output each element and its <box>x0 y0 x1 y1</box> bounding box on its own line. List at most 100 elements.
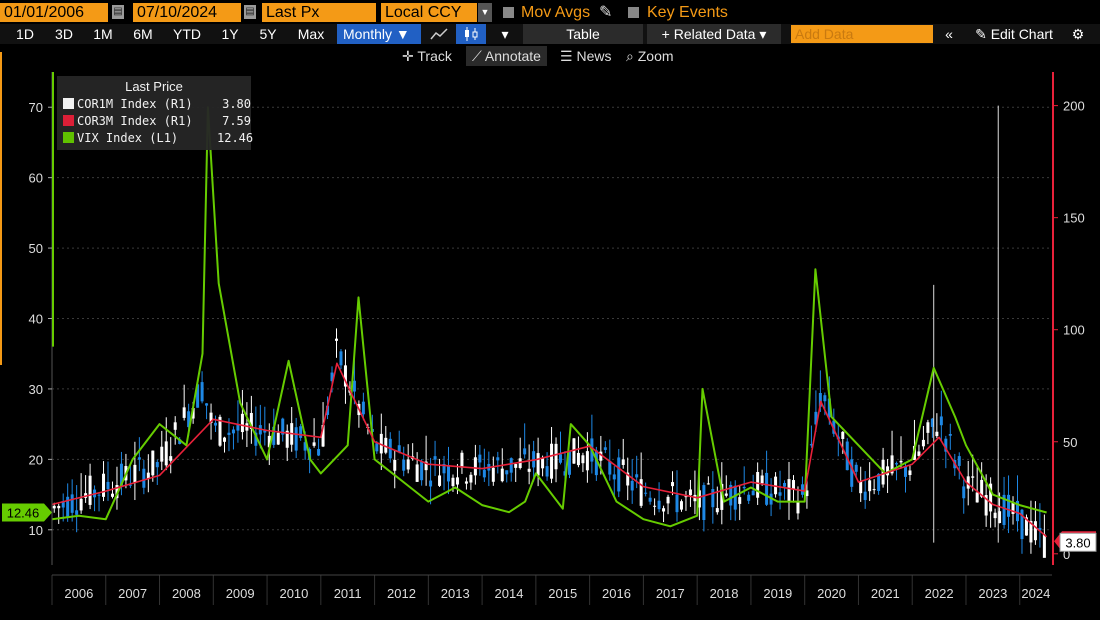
frequency-select[interactable]: Monthly ▼ <box>337 24 421 44</box>
start-date-field[interactable]: 01/01/2006 <box>0 3 108 22</box>
period-1m[interactable]: 1M <box>93 26 113 42</box>
candle-body <box>514 464 518 468</box>
candle-body <box>899 460 903 463</box>
candle-body <box>998 511 1002 523</box>
candle-body <box>205 403 209 406</box>
candle-body <box>1024 517 1028 536</box>
candle-body <box>272 426 276 445</box>
candle-body <box>119 463 123 487</box>
candle-body <box>254 432 258 446</box>
candle-body <box>585 451 589 471</box>
collapse-icon[interactable]: « <box>936 24 962 44</box>
zoom-button[interactable]: ⌕ Zoom <box>626 46 674 66</box>
candle-body <box>612 474 616 480</box>
annotate-button[interactable]: ⟋ Annotate <box>466 46 547 66</box>
currency-dropdown-icon[interactable]: ▼ <box>478 3 492 22</box>
candle-body <box>662 508 666 512</box>
period-max[interactable]: Max <box>297 26 325 42</box>
key-events-checkbox[interactable] <box>628 7 639 18</box>
candle-body <box>321 424 325 447</box>
candle-body <box>1002 494 1006 525</box>
candle-body <box>697 490 701 508</box>
candle-body <box>276 432 280 445</box>
candle-body <box>1038 527 1042 531</box>
candle-body <box>742 486 746 489</box>
candle-body <box>863 491 867 501</box>
track-label: Track <box>417 48 452 64</box>
right-tick-label: 0 <box>1063 547 1070 562</box>
right-tick-label: 200 <box>1063 99 1085 114</box>
candle-body <box>169 456 173 461</box>
candle-body <box>393 459 397 471</box>
candle-body <box>303 442 307 451</box>
candle-body <box>778 492 782 496</box>
period-1d[interactable]: 1D <box>16 26 34 42</box>
legend-value-cor1m: 3.80 <box>222 97 251 111</box>
period-ytd[interactable]: YTD <box>173 26 201 42</box>
candle-body <box>57 505 61 509</box>
x-tick-label: 2024 <box>1021 586 1050 601</box>
axes: 10 20 30 40 50 60 70 0 50 100 150 200 2006 2007 2008 20… <box>0 52 1097 601</box>
candle-body <box>783 482 787 487</box>
add-data-input[interactable]: Add Data <box>791 25 933 43</box>
candle-body <box>173 422 177 430</box>
x-tick-label: 2021 <box>871 586 900 601</box>
candle-body <box>317 448 321 456</box>
x-tick-label: 2020 <box>817 586 846 601</box>
candle-body <box>285 430 289 448</box>
candle-body <box>948 433 952 436</box>
news-button[interactable]: ☰ News <box>560 46 611 66</box>
table-button[interactable]: Table <box>523 24 643 44</box>
key-events-label: Key Events <box>647 4 728 21</box>
candle-body <box>854 464 858 472</box>
left-tick-label: 10 <box>29 523 43 538</box>
edit-chart-button[interactable]: ✎ Edit Chart <box>964 24 1064 44</box>
candle-body <box>128 484 132 486</box>
currency-select[interactable]: Local CCY <box>381 3 477 22</box>
end-calendar-icon[interactable]: ▤ <box>244 5 256 19</box>
start-calendar-icon[interactable]: ▤ <box>112 5 124 19</box>
line-chart-icon[interactable] <box>424 24 454 44</box>
price-field-select[interactable]: Last Px <box>262 3 376 22</box>
candle-body <box>868 480 872 492</box>
pencil-icon[interactable]: ✎ <box>599 4 613 21</box>
left-tick-label: 60 <box>29 171 43 186</box>
candle-body <box>935 431 939 437</box>
candle-body <box>581 455 585 464</box>
candle-body <box>115 485 119 499</box>
series-lines <box>51 106 1048 538</box>
candle-body <box>455 477 459 485</box>
candle-body <box>814 411 818 425</box>
mov-avgs-checkbox[interactable] <box>503 7 514 18</box>
candle-body <box>70 494 74 513</box>
candle-body <box>200 382 204 402</box>
candle-body <box>478 454 482 463</box>
period-1y[interactable]: 1Y <box>221 26 239 42</box>
x-tick-label: 2012 <box>387 586 416 601</box>
candle-body <box>818 392 822 407</box>
series-line-cor3m-index <box>51 362 1048 538</box>
track-button[interactable]: ✛ Track <box>402 46 452 66</box>
candle-body <box>599 451 603 461</box>
candle-body <box>227 432 231 435</box>
candle-chart-icon[interactable] <box>456 24 486 44</box>
candle-body <box>886 466 890 476</box>
end-date-field[interactable]: 07/10/2024 <box>133 3 241 22</box>
candle-body <box>679 501 683 510</box>
candle-body <box>151 450 155 476</box>
candle-body <box>975 492 979 503</box>
candle-body <box>756 472 760 498</box>
candle-body <box>451 477 455 487</box>
candle-body <box>711 489 715 508</box>
left-tick-label: 30 <box>29 382 43 397</box>
settings-gear-icon[interactable]: ⚙ <box>1066 24 1090 44</box>
series-line-vix-index <box>51 106 1047 528</box>
related-data-button[interactable]: + Related Data ▾ <box>647 24 781 44</box>
period-5y[interactable]: 5Y <box>259 26 277 42</box>
period-3d[interactable]: 3D <box>55 26 73 42</box>
legend-item-vix: VIX Index (L1) 12.46 <box>63 130 253 146</box>
x-tick-label: 2016 <box>602 586 631 601</box>
chart-type-dropdown-icon[interactable]: ▾ <box>490 24 520 44</box>
period-6m[interactable]: 6M <box>133 26 153 42</box>
